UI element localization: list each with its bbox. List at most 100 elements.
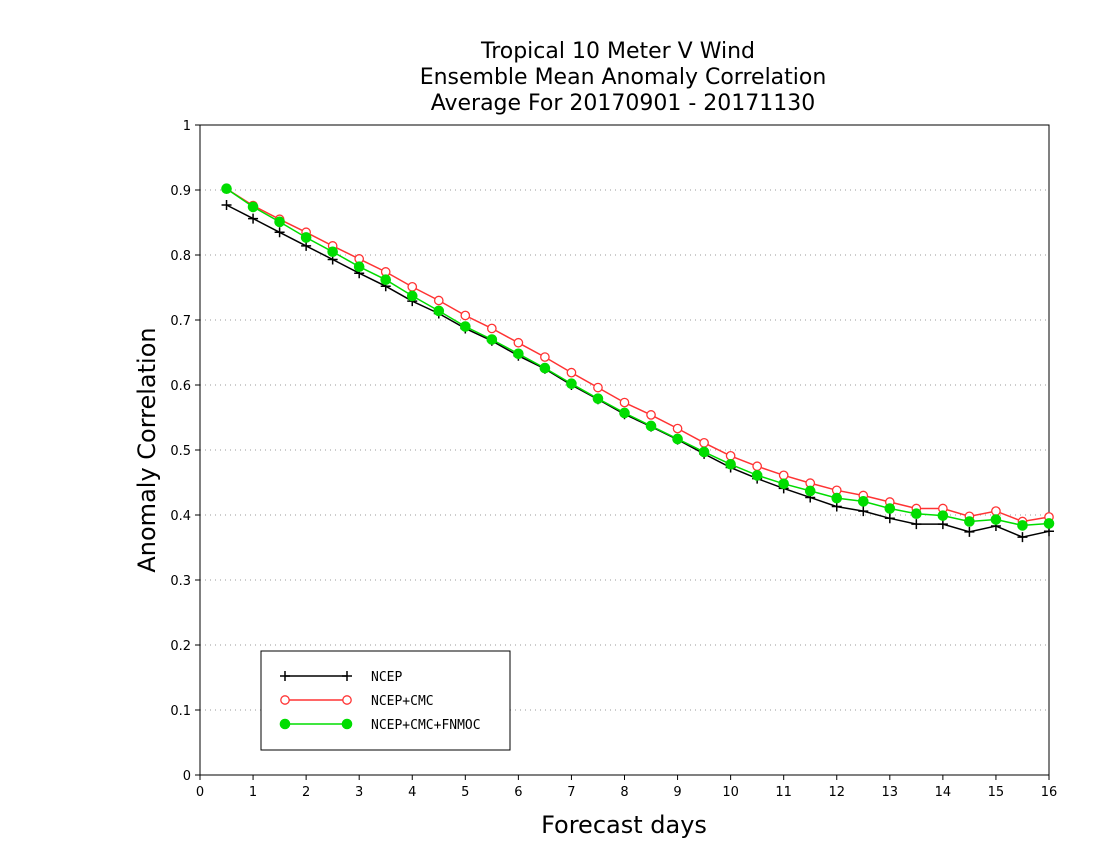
x-axis-label: Forecast days [541,811,707,839]
data-point [274,227,285,238]
data-point [566,378,577,390]
data-point [342,695,352,705]
data-point [884,513,895,524]
data-point [513,337,524,348]
y-tick-label: 0.1 [170,704,191,719]
x-tick-label: 16 [1041,785,1058,800]
legend-entry: NCEP [280,670,402,685]
data-point [991,506,1001,516]
y-tick-label: 0.6 [170,379,191,394]
data-point [725,450,736,461]
data-point [751,470,763,481]
x-tick-label: 9 [673,785,681,800]
data-point [486,323,497,334]
data-point [540,352,550,362]
chart-title-line-1: Tropical 10 Meter V Wind [480,39,755,64]
x-tick-label: 8 [620,785,628,800]
data-point [592,393,604,404]
data-point [884,503,896,514]
data-point [857,496,869,507]
data-point [486,334,498,345]
data-point [247,201,259,213]
x-tick-label: 13 [882,785,899,800]
data-point [911,519,922,530]
series-ncep [221,199,1054,543]
data-point [672,423,683,434]
data-point [380,274,392,286]
data-point [1017,520,1028,531]
legend-label: NCEP [371,670,402,685]
x-tick-label: 14 [935,785,952,800]
data-point [964,516,975,527]
y-tick-label: 0.9 [170,184,191,199]
x-tick-label: 11 [775,785,792,800]
data-point [804,485,816,497]
x-tick-label: 2 [302,785,310,800]
series-line [226,188,1050,527]
data-point [752,461,763,472]
data-point [460,310,471,321]
data-point [672,433,683,445]
data-point [778,478,789,490]
data-point [341,718,353,730]
data-point [911,508,922,520]
data-point [280,671,290,681]
data-point [646,410,656,420]
data-point [433,295,444,306]
y-tick-label: 0 [183,769,191,784]
data-point [858,506,869,517]
y-tick-label: 0.3 [170,574,191,589]
data-point [300,232,312,243]
data-point [513,348,524,360]
data-point [353,261,365,273]
data-point [407,281,418,292]
data-point [831,492,843,504]
y-tick-label: 0.8 [170,249,191,264]
legend-entry: NCEP+CMC [280,694,434,709]
data-point [725,459,736,470]
data-point [645,420,657,432]
series-ncep-cmc [221,183,1054,527]
legend: NCEP NCEP+CMC NCEP+CMC+FNMOC [260,650,511,751]
data-point [937,510,949,521]
data-point [990,514,1002,525]
data-point [433,305,445,317]
series-line [226,188,1050,523]
x-tick-label: 10 [722,785,739,800]
x-tick-label: 6 [514,785,522,800]
data-point [248,213,259,224]
x-tick-label: 4 [408,785,416,800]
x-tick-label: 1 [249,785,257,800]
y-tick-label: 0.4 [170,509,191,524]
x-tick-label: 15 [988,785,1005,800]
y-tick-label: 0.2 [170,639,191,654]
data-point [221,183,232,194]
data-point [279,718,291,730]
x-axis: 0 1 2 3 4 5 6 7 8 9 10 11 12 13 14 15 16 [196,775,1057,800]
legend-entry: NCEP+CMC+FNMOC [279,718,481,733]
data-point [342,671,352,681]
chart-title-line-2: Ensemble Mean Anomaly Correlation [420,65,827,90]
x-tick-label: 5 [461,785,469,800]
y-tick-label: 0.5 [170,444,191,459]
data-point [698,446,710,458]
x-tick-label: 12 [828,785,845,800]
data-point [1017,532,1028,543]
data-point [619,397,630,408]
data-point [327,246,338,258]
legend-label: NCEP+CMC+FNMOC [371,718,481,733]
chart-title-line-3: Average For 20170901 - 20171130 [431,91,816,116]
data-point [280,695,290,705]
data-point [964,526,975,537]
chart-title: Tropical 10 Meter V Wind Ensemble Mean A… [420,39,827,116]
series-line [226,204,1050,538]
data-point [460,321,471,332]
series-layer [221,183,1055,543]
data-point [274,216,285,228]
y-tick-label: 1 [183,119,191,134]
data-point [778,470,789,481]
data-point [619,407,630,419]
x-tick-label: 3 [355,785,363,800]
data-point [566,367,577,378]
